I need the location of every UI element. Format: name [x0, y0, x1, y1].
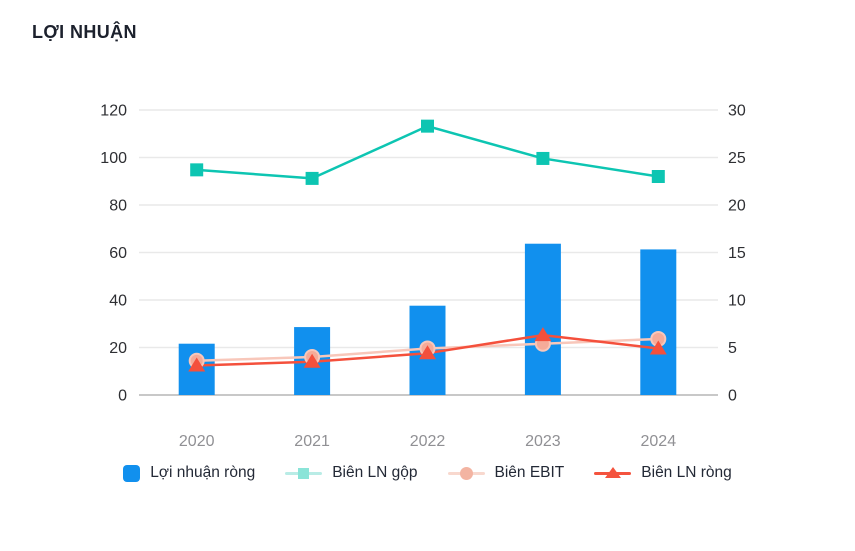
svg-text:30: 30 — [728, 103, 746, 120]
svg-text:25: 25 — [728, 150, 746, 167]
svg-text:0: 0 — [728, 388, 737, 405]
legend-item-gross-margin[interactable]: Biên LN gộp — [285, 464, 418, 482]
circle-marker-icon — [459, 466, 473, 480]
svg-text:2024: 2024 — [641, 433, 677, 450]
legend-label: Biên LN gộp — [332, 464, 418, 481]
svg-text:2022: 2022 — [410, 433, 446, 450]
legend-item-net-profit-bars[interactable]: Lợi nhuận ròng — [123, 464, 255, 482]
line-triangle-marker-icon — [594, 466, 632, 478]
triangle-marker-icon — [604, 466, 621, 478]
svg-text:100: 100 — [100, 150, 127, 167]
svg-text:15: 15 — [728, 245, 746, 262]
svg-text:60: 60 — [109, 245, 127, 262]
square-marker-icon — [298, 467, 310, 479]
svg-text:0: 0 — [118, 388, 127, 405]
legend-item-net-margin[interactable]: Biên LN ròng — [594, 464, 732, 482]
legend-label: Biên EBIT — [494, 464, 565, 481]
svg-text:120: 120 — [100, 103, 127, 120]
svg-text:10: 10 — [728, 293, 746, 310]
chart-title: LỢI NHUẬN — [32, 22, 137, 42]
chart-legend: Lợi nhuận ròng Biên LN gộp Biên EBIT Biê… — [0, 464, 855, 482]
svg-text:2023: 2023 — [525, 433, 561, 450]
svg-text:20: 20 — [109, 340, 127, 357]
svg-text:2020: 2020 — [179, 433, 215, 450]
svg-text:40: 40 — [109, 293, 127, 310]
svg-text:80: 80 — [109, 198, 127, 215]
svg-text:5: 5 — [728, 340, 737, 357]
legend-label: Lợi nhuận ròng — [150, 464, 256, 481]
svg-text:2021: 2021 — [294, 433, 330, 450]
legend-item-ebit-margin[interactable]: Biên EBIT — [447, 464, 565, 482]
line-circle-marker-icon — [447, 466, 485, 480]
legend-label: Biên LN ròng — [641, 464, 732, 481]
svg-text:20: 20 — [728, 198, 746, 215]
line-square-marker-icon — [285, 467, 323, 479]
bar-swatch-icon — [123, 464, 141, 482]
